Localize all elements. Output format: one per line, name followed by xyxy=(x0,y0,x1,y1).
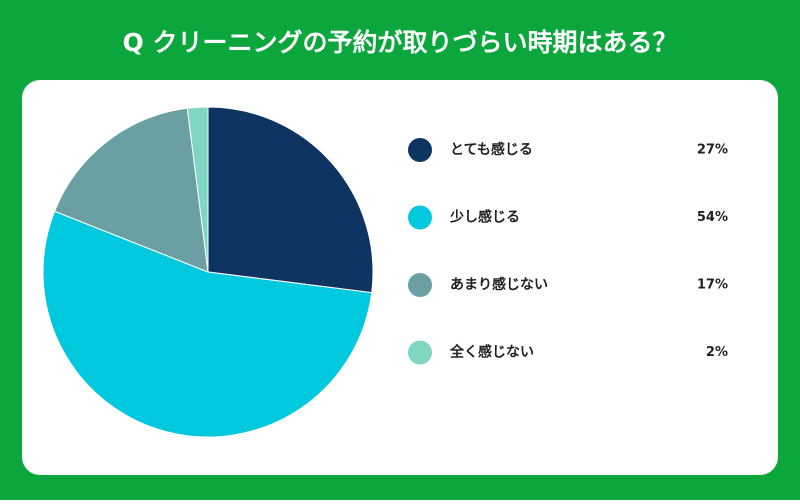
legend-label: 全く感じない xyxy=(449,344,534,361)
value-label: 54% xyxy=(697,210,728,225)
legend-label: 少し感じる xyxy=(449,209,520,226)
legend-swatch xyxy=(408,138,432,162)
pie-slice xyxy=(207,106,374,294)
value-label: 27% xyxy=(697,143,728,158)
pie-slice xyxy=(42,210,373,438)
value-label: 17% xyxy=(697,278,728,293)
legend-swatch xyxy=(408,273,432,297)
legend-label: あまり感じない xyxy=(450,276,548,293)
legend-swatch xyxy=(408,205,432,230)
value-label: 2% xyxy=(706,345,728,360)
pie-slice xyxy=(53,107,209,273)
legend-label: とても感じる xyxy=(450,141,533,158)
pie-slice xyxy=(186,106,209,273)
legend-swatch xyxy=(408,340,432,365)
chart-title: Q クリーニングの予約が取りづらい時期はある？ xyxy=(123,28,678,57)
